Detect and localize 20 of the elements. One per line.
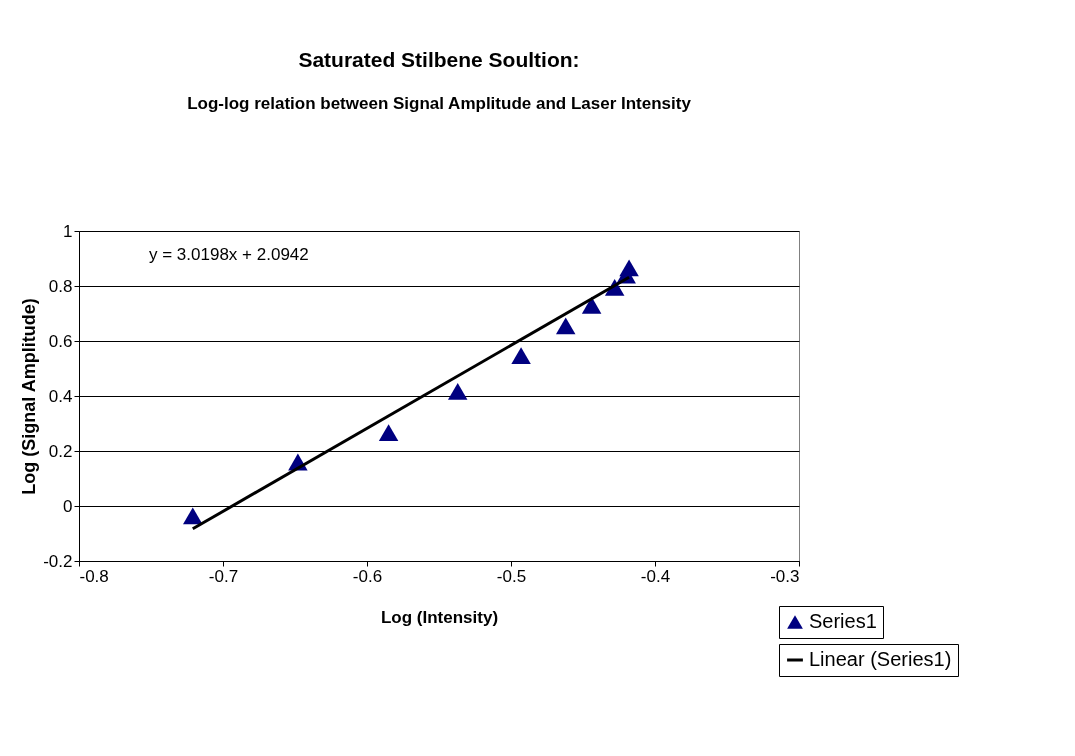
x-tick-label: -0.7 bbox=[208, 566, 239, 586]
legend-label: Linear (Series1) bbox=[809, 648, 952, 670]
chart-title: Saturated Stilbene Soultion: bbox=[298, 48, 580, 71]
y-tick-label: 0.6 bbox=[48, 331, 73, 351]
x-tick-label: -0.4 bbox=[640, 566, 671, 586]
x-axis-title: Log (Intensity) bbox=[380, 607, 499, 627]
y-tick-label: 0.8 bbox=[48, 276, 73, 296]
y-tick-label: 0.4 bbox=[48, 386, 73, 406]
x-tick-label: -0.3 bbox=[770, 566, 800, 586]
x-tick-label: -0.5 bbox=[496, 566, 527, 586]
y-axis-title: Log (Signal Amplitude) bbox=[19, 298, 40, 495]
y-tick-label: 0 bbox=[63, 496, 73, 516]
y-tick-label: -0.2 bbox=[43, 551, 73, 571]
y-tick-label: 1 bbox=[63, 221, 73, 241]
annotation: y = 3.0198x + 2.0942 bbox=[149, 245, 309, 264]
x-tick-label: -0.6 bbox=[352, 566, 383, 586]
chart-subtitle: Log-log relation between Signal Amplitude and Laser Intensity bbox=[187, 94, 692, 113]
x-tick-label: -0.8 bbox=[79, 566, 109, 586]
y-tick-label: 0.2 bbox=[48, 441, 73, 461]
legend-label: Series1 bbox=[809, 610, 877, 632]
